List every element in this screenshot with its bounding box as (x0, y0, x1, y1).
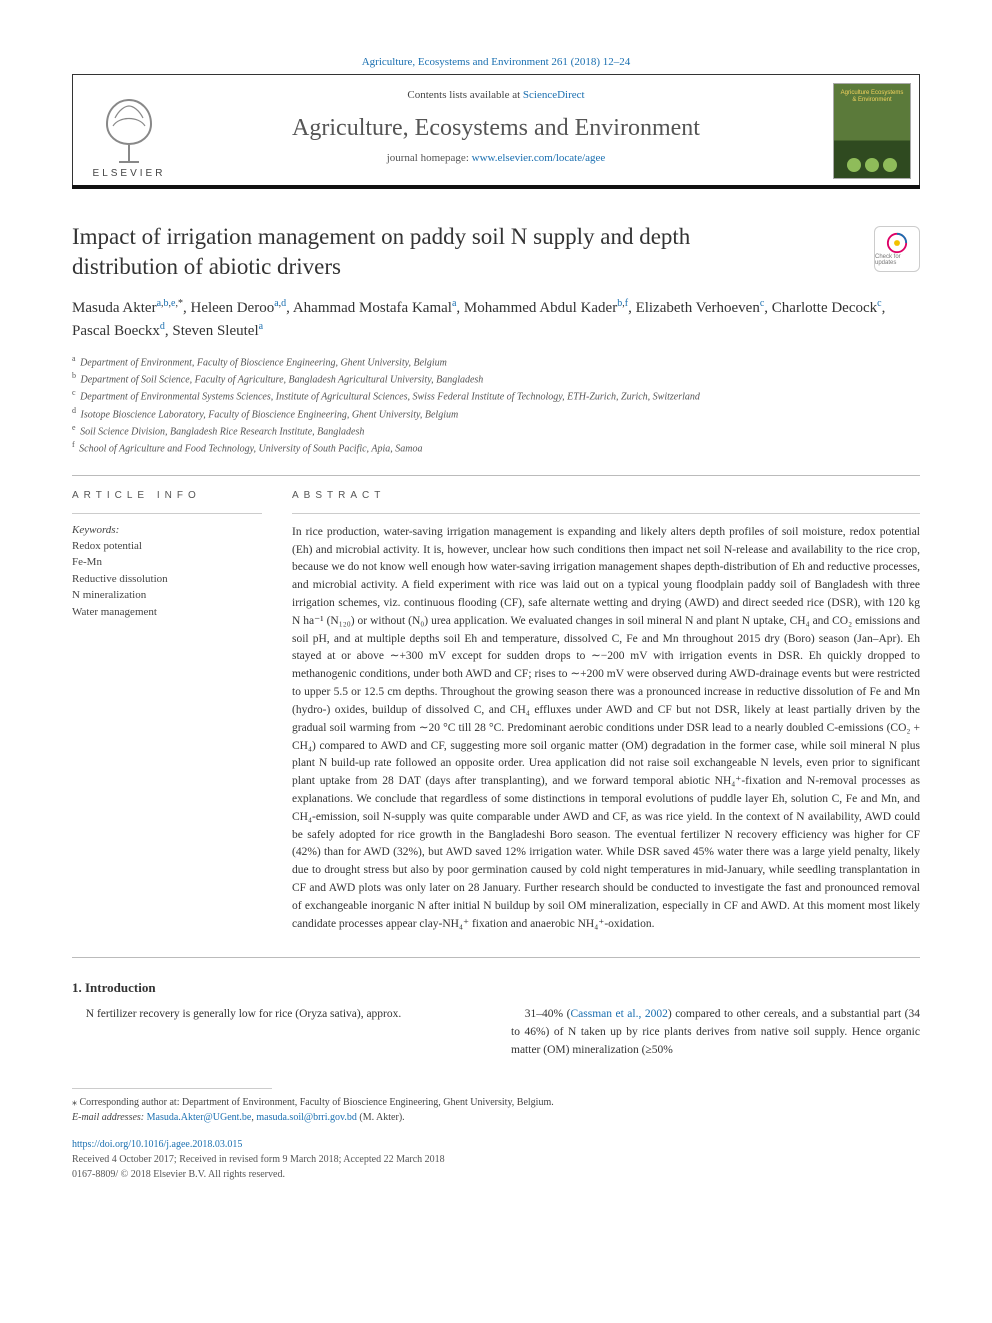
divider (72, 957, 920, 958)
affiliations-list: a Department of Environment, Faculty of … (72, 353, 920, 457)
introduction-heading: 1. Introduction (72, 980, 920, 996)
homepage-link[interactable]: www.elsevier.com/locate/agee (472, 152, 606, 164)
homepage-prefix: journal homepage: (387, 152, 472, 164)
elsevier-text: ELSEVIER (93, 168, 166, 179)
sciencedirect-link[interactable]: ScienceDirect (523, 89, 585, 101)
affiliation-item: e Soil Science Division, Bangladesh Rice… (72, 422, 920, 439)
header-underline-bar (72, 185, 920, 189)
abstract-heading: ABSTRACT (292, 490, 920, 501)
divider (72, 513, 262, 514)
leaf-icon (865, 158, 879, 172)
introduction-body: N fertilizer recovery is generally low f… (72, 1006, 920, 1059)
thumb-title: Agriculture Ecosystems & Environment (838, 90, 906, 104)
journal-cover-thumbnail: Agriculture Ecosystems & Environment (833, 83, 911, 179)
tree-icon (89, 96, 169, 168)
keyword-item: Redox potential (72, 538, 262, 555)
email-line: E-mail addresses: Masuda.Akter@UGent.be,… (72, 1110, 920, 1125)
info-abstract-row: ARTICLE INFO Keywords: Redox potentialFe… (72, 490, 920, 934)
email-link-2[interactable]: masuda.soil@brri.gov.bd (256, 1112, 357, 1123)
contents-prefix: Contents lists available at (407, 89, 522, 101)
article-info-heading: ARTICLE INFO (72, 490, 262, 501)
crossmark-icon (886, 232, 908, 254)
homepage-line: journal homepage: www.elsevier.com/locat… (193, 152, 799, 164)
check-updates-text: Check for updates (875, 254, 919, 266)
elsevier-logo: ELSEVIER (81, 83, 177, 179)
affiliation-item: b Department of Soil Science, Faculty of… (72, 370, 920, 387)
abstract-text: In rice production, water-saving irrigat… (292, 524, 920, 934)
affiliation-item: f School of Agriculture and Food Technol… (72, 439, 920, 456)
keywords-list: Redox potentialFe-MnReductive dissolutio… (72, 538, 262, 621)
divider (292, 513, 920, 514)
divider (72, 475, 920, 476)
article-title: Impact of irrigation management on paddy… (72, 222, 772, 282)
corresponding-author-footnote: ⁎ Corresponding author at: Department of… (72, 1088, 920, 1125)
doi-block: https://doi.org/10.1016/j.agee.2018.03.0… (72, 1137, 920, 1182)
contents-available-line: Contents lists available at ScienceDirec… (193, 89, 799, 101)
keyword-item: Fe-Mn (72, 554, 262, 571)
journal-name: Agriculture, Ecosystems and Environment (193, 115, 799, 142)
right-prefix: 31–40% ( (525, 1008, 571, 1020)
authors-list: Masuda Aktera,b,e,*, Heleen Derooa,d, Ah… (72, 296, 920, 343)
article-info-col: ARTICLE INFO Keywords: Redox potentialFe… (72, 490, 262, 934)
corr-author-text: ⁎ Corresponding author at: Department of… (72, 1095, 920, 1110)
leaf-icon (883, 158, 897, 172)
intro-paragraph-right: 31–40% (Cassman et al., 2002) compared t… (511, 1006, 920, 1059)
check-updates-badge[interactable]: Check for updates (874, 226, 920, 272)
citation-link[interactable]: Agriculture, Ecosystems and Environment … (362, 56, 631, 68)
keyword-item: N mineralization (72, 587, 262, 604)
affiliation-item: d Isotope Bioscience Laboratory, Faculty… (72, 405, 920, 422)
doi-link[interactable]: https://doi.org/10.1016/j.agee.2018.03.0… (72, 1139, 242, 1150)
email-link-1[interactable]: Masuda.Akter@UGent.be (147, 1112, 252, 1123)
page-header-citation: Agriculture, Ecosystems and Environment … (72, 56, 920, 68)
email-tail: (M. Akter). (357, 1112, 405, 1123)
received-line: Received 4 October 2017; Received in rev… (72, 1152, 920, 1167)
email-label: E-mail addresses: (72, 1112, 147, 1123)
affiliation-item: a Department of Environment, Faculty of … (72, 353, 920, 370)
abstract-col: ABSTRACT In rice production, water-savin… (292, 490, 920, 934)
thumb-leaf-icons (847, 158, 897, 172)
citation-link[interactable]: Cassman et al., 2002 (570, 1008, 667, 1020)
keyword-item: Reductive dissolution (72, 571, 262, 588)
leaf-icon (847, 158, 861, 172)
keyword-item: Water management (72, 604, 262, 621)
intro-paragraph-left: N fertilizer recovery is generally low f… (72, 1006, 481, 1024)
footnote-rule (72, 1088, 272, 1089)
issn-line: 0167-8809/ © 2018 Elsevier B.V. All righ… (72, 1167, 920, 1182)
affiliation-item: c Department of Environmental Systems Sc… (72, 387, 920, 404)
journal-header-box: ELSEVIER Agriculture Ecosystems & Enviro… (72, 74, 920, 186)
keywords-label: Keywords: (72, 524, 262, 536)
